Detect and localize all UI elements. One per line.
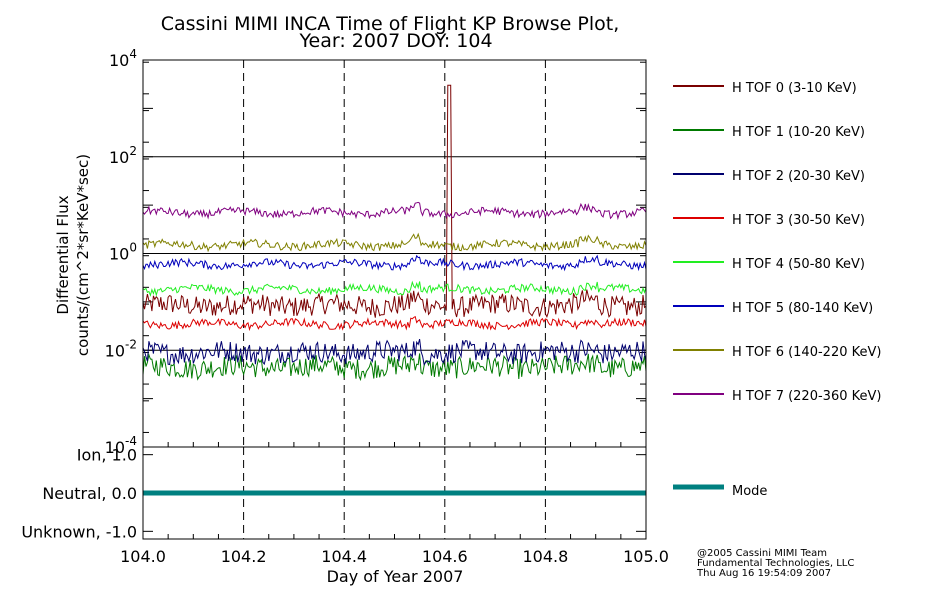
x-tick-label: 105.0 bbox=[623, 547, 669, 566]
legend-label-tof-7: H TOF 7 (220-360 KeV) bbox=[732, 389, 881, 404]
mode-panel-labels: Ion, 1.0 Neutral, 0.0 Unknown, -1.0 bbox=[21, 446, 137, 542]
x-tick-label: 104.6 bbox=[422, 547, 468, 566]
series-lines bbox=[142, 84, 647, 382]
mode-y-tick-label: Unknown, -1.0 bbox=[21, 522, 137, 541]
legend-label-tof-3: H TOF 3 (30-50 KeV) bbox=[732, 213, 865, 228]
mode-y-tick-label: Neutral, 0.0 bbox=[42, 484, 137, 503]
series-line-tof-4 bbox=[142, 280, 647, 297]
x-tick-label: 104.4 bbox=[321, 547, 367, 566]
footer-timestamp: Thu Aug 16 19:54:09 2007 bbox=[696, 568, 831, 579]
y-tick-label: 10-2 bbox=[105, 337, 137, 360]
legend-label-tof-1: H TOF 1 (10-20 KeV) bbox=[732, 125, 865, 140]
legend-mode-entry: Mode bbox=[673, 484, 767, 499]
y-axis-label-units: counts/(cm^2*sr*KeV*sec) bbox=[74, 154, 92, 356]
legend-label-tof-2: H TOF 2 (20-30 KeV) bbox=[732, 169, 865, 184]
series-line-tof-2 bbox=[142, 338, 647, 366]
y-axis-label: Differential Flux bbox=[54, 195, 72, 314]
y-tick-labels: 104 102 100 10-2 10-4 bbox=[105, 47, 137, 457]
x-axis-label: Day of Year 2007 bbox=[327, 567, 464, 586]
chart-subtitle: Year: 2007 DOY: 104 bbox=[298, 30, 492, 52]
series-line-tof-7 bbox=[142, 201, 647, 221]
y-tick-label: 10-4 bbox=[105, 434, 137, 457]
legend-label-tof-6: H TOF 6 (140-220 KeV) bbox=[732, 345, 881, 360]
legend-label-tof-4: H TOF 4 (50-80 KeV) bbox=[732, 257, 865, 272]
chart-title: Cassini MIMI INCA Time of Flight KP Brow… bbox=[161, 13, 620, 35]
x-tick-label: 104.8 bbox=[522, 547, 568, 566]
mode-panel-frame bbox=[142, 446, 647, 540]
footer-company: Fundamental Technologies, LLC bbox=[697, 558, 854, 569]
series-line-tof-1 bbox=[142, 353, 647, 382]
legend-label-tof-5: H TOF 5 (80-140 KeV) bbox=[732, 301, 873, 316]
x-tick-labels: 104.0 104.2 104.4 104.6 104.8 105.0 bbox=[120, 547, 669, 566]
legend-mode-label: Mode bbox=[732, 484, 767, 499]
legend: H TOF 0 (3-10 KeV) H TOF 1 (10-20 KeV) H T… bbox=[673, 81, 881, 404]
x-tick-label: 104.0 bbox=[120, 547, 166, 566]
y-tick-label: 102 bbox=[109, 144, 137, 167]
legend-label-tof-0: H TOF 0 (3-10 KeV) bbox=[732, 81, 857, 96]
mode-y-tick-label: Ion, 1.0 bbox=[77, 446, 137, 465]
series-line-tof-3 bbox=[142, 315, 647, 332]
y-tick-label: 100 bbox=[109, 241, 137, 264]
footer-copyright: @2005 Cassini MIMI Team bbox=[697, 548, 827, 559]
main-plot-grid bbox=[143, 59, 646, 447]
y-tick-label: 104 bbox=[109, 47, 137, 70]
series-line-tof-6 bbox=[142, 232, 647, 253]
x-tick-label: 104.2 bbox=[221, 547, 267, 566]
series-line-tof-5 bbox=[142, 254, 647, 272]
series-line-tof-0 bbox=[142, 84, 647, 318]
